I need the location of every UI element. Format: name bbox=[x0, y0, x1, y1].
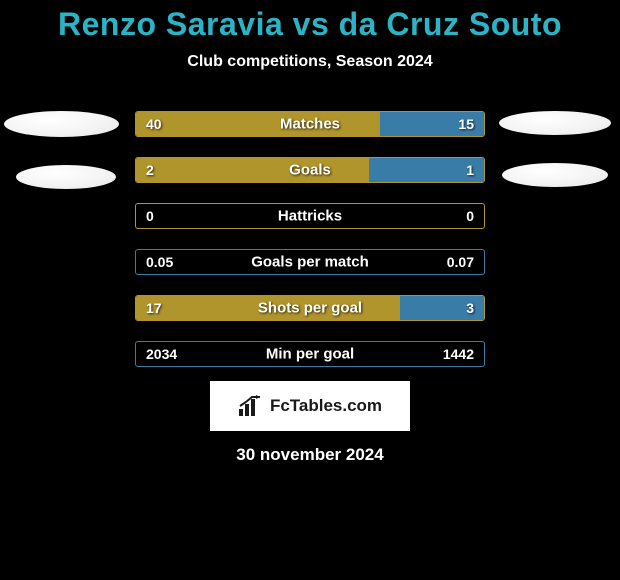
stat-bar: 0.05 0.07 Goals per match bbox=[135, 249, 485, 275]
stat-bar: 0 0 Hattricks bbox=[135, 203, 485, 229]
stat-bar-left-segment bbox=[136, 158, 369, 182]
stat-bar-left-segment bbox=[136, 112, 380, 136]
stat-label: Goals per match bbox=[251, 254, 369, 271]
subtitle: Club competitions, Season 2024 bbox=[0, 53, 620, 71]
content-row: 40 15 Matches 2 1 Goals 0 0 Hattricks 0.05 0.07 Goa… bbox=[0, 111, 620, 367]
stat-value-left: 0 bbox=[146, 208, 154, 224]
stat-bars: 40 15 Matches 2 1 Goals 0 0 Hattricks 0.05 0.07 Goa… bbox=[135, 111, 485, 367]
stat-value-left: 40 bbox=[146, 116, 162, 132]
fctables-icon bbox=[238, 395, 264, 417]
stat-value-left: 2034 bbox=[146, 346, 177, 362]
date-text: 30 november 2024 bbox=[0, 445, 620, 465]
stat-label: Matches bbox=[280, 116, 340, 133]
stat-value-left: 0.05 bbox=[146, 254, 173, 270]
logo-box: FcTables.com bbox=[210, 381, 410, 431]
stat-value-right: 0 bbox=[466, 208, 474, 224]
player1-photo-placeholder bbox=[4, 111, 119, 137]
player2-badge-placeholder bbox=[502, 163, 608, 187]
stat-value-left: 2 bbox=[146, 162, 154, 178]
stat-value-right: 1442 bbox=[443, 346, 474, 362]
stat-label: Goals bbox=[289, 162, 331, 179]
stat-bar: 40 15 Matches bbox=[135, 111, 485, 137]
stat-bar: 2 1 Goals bbox=[135, 157, 485, 183]
page-title: Renzo Saravia vs da Cruz Souto bbox=[0, 6, 620, 43]
stat-label: Hattricks bbox=[278, 208, 342, 225]
stat-value-left: 17 bbox=[146, 300, 162, 316]
player1-badge-placeholder bbox=[16, 165, 116, 189]
stat-value-right: 0.07 bbox=[447, 254, 474, 270]
left-photo-column bbox=[6, 111, 121, 189]
stat-label: Shots per goal bbox=[258, 300, 362, 317]
player2-photo-placeholder bbox=[499, 111, 611, 135]
stat-value-right: 1 bbox=[466, 162, 474, 178]
stat-bar: 17 3 Shots per goal bbox=[135, 295, 485, 321]
stat-value-right: 3 bbox=[466, 300, 474, 316]
stat-label: Min per goal bbox=[266, 346, 354, 363]
logo-text: FcTables.com bbox=[270, 396, 382, 416]
stat-bar: 2034 1442 Min per goal bbox=[135, 341, 485, 367]
right-photo-column bbox=[499, 111, 614, 187]
stat-value-right: 15 bbox=[458, 116, 474, 132]
comparison-card: Renzo Saravia vs da Cruz Souto Club comp… bbox=[0, 0, 620, 465]
